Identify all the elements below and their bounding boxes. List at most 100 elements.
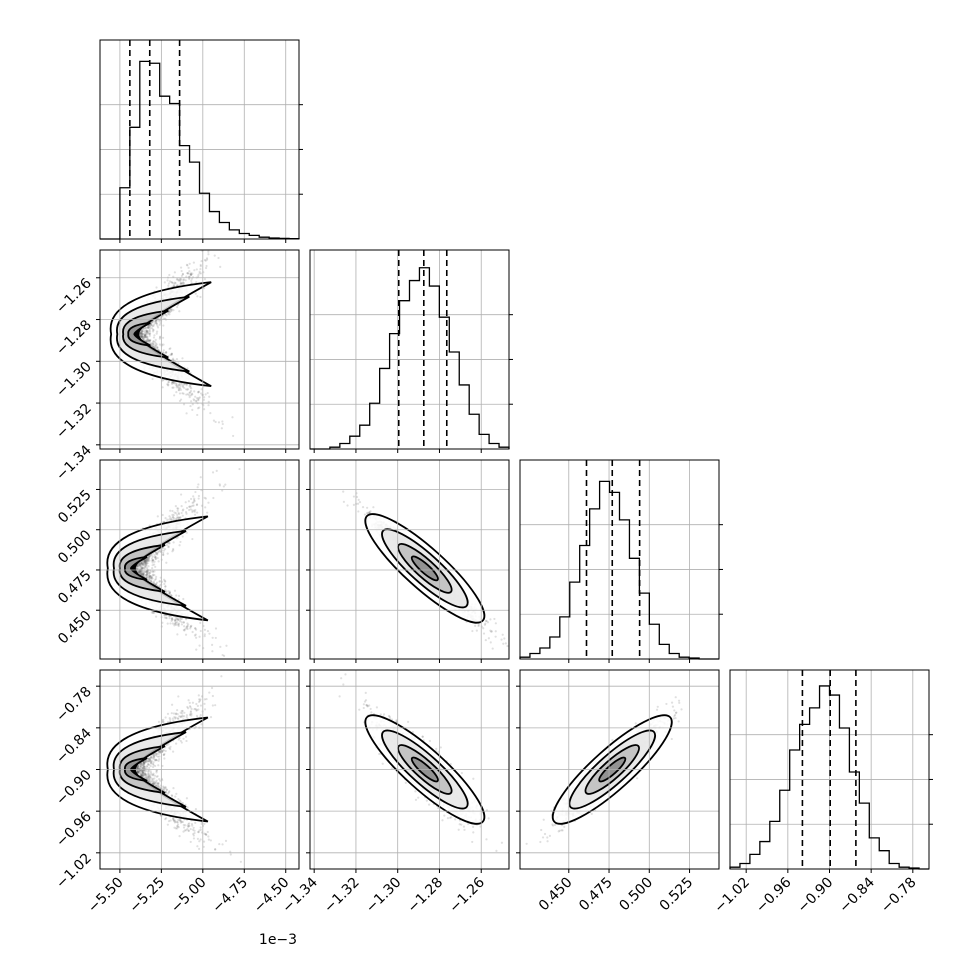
scatter-point — [175, 384, 178, 387]
scatter-point — [203, 628, 207, 631]
scatter-point — [148, 330, 152, 333]
scatter-point — [186, 387, 190, 391]
scatter-point — [183, 383, 186, 386]
scatter-point — [184, 279, 187, 282]
scatter-point — [147, 331, 150, 334]
scatter-point — [179, 282, 182, 285]
scatter-point — [182, 386, 186, 389]
scatter-point — [207, 250, 210, 253]
panel-frame — [519, 459, 720, 660]
scatter-point — [145, 574, 148, 577]
scatter-point — [211, 643, 214, 646]
scatter-point — [170, 352, 173, 355]
scatter-point — [152, 340, 155, 343]
scatter-point — [151, 342, 155, 345]
scatter-point — [204, 393, 207, 396]
scatter-point — [145, 330, 149, 333]
scatter-point — [225, 644, 228, 647]
scatter-point — [149, 327, 152, 330]
scatter-point — [195, 636, 198, 639]
scatter-point — [157, 560, 160, 563]
scatter-point — [178, 383, 181, 387]
scatter-point — [179, 384, 182, 388]
scatter-point — [142, 327, 145, 330]
scatter-point — [189, 273, 192, 276]
scatter-point — [482, 632, 486, 635]
scatter-point — [182, 403, 186, 406]
scatter-point — [199, 272, 202, 275]
scatter-point — [489, 641, 492, 644]
scatter-point — [158, 323, 161, 326]
scatter-point — [207, 404, 210, 407]
scatter-point — [191, 501, 194, 504]
x-tick-label: −0.84 — [836, 874, 878, 916]
scatter-point — [176, 305, 179, 309]
scatter-point — [206, 629, 210, 633]
scatter-point — [151, 320, 155, 324]
scatter-point — [484, 639, 487, 642]
scatter-point — [178, 387, 181, 390]
scatter-point — [162, 553, 165, 557]
scatter-point — [186, 367, 189, 370]
scatter-point — [155, 343, 158, 346]
scatter-point — [149, 339, 152, 342]
scatter-point — [179, 388, 182, 391]
scatter-point — [151, 567, 154, 570]
scatter-point — [143, 335, 146, 338]
scatter-point — [141, 336, 144, 339]
scatter-point — [206, 511, 209, 514]
scatter-point — [194, 395, 197, 398]
scatter-point — [152, 580, 156, 583]
scatter-point — [188, 270, 191, 273]
scatter-point — [179, 281, 182, 285]
scatter-point — [173, 283, 176, 286]
scatter-point — [174, 281, 177, 285]
scatter-point — [170, 617, 174, 620]
scatter-point — [168, 542, 171, 545]
scatter-point — [207, 400, 210, 403]
scatter-point — [178, 383, 181, 386]
scatter-point — [186, 622, 189, 625]
scatter-point — [150, 345, 154, 348]
scatter-point — [171, 281, 175, 285]
scatter-point — [190, 279, 193, 283]
scatter-point — [195, 399, 198, 402]
scatter-point — [198, 644, 201, 647]
scatter-point — [170, 280, 173, 284]
scatter-point — [143, 327, 146, 330]
scatter-point — [163, 281, 166, 284]
scatter-point — [150, 326, 153, 330]
scatter-point — [150, 559, 154, 562]
scatter-point — [158, 584, 162, 587]
scatter-point — [148, 332, 152, 335]
scatter-point — [188, 394, 191, 397]
scatter-point — [155, 320, 158, 323]
scatter-point — [143, 333, 147, 336]
scatter-point — [146, 338, 150, 341]
scatter-point — [197, 391, 200, 394]
scatter-point — [146, 330, 149, 333]
scatter-point — [176, 633, 179, 636]
scatter-point — [486, 621, 490, 624]
scatter-point — [205, 257, 209, 260]
scatter-point — [152, 336, 156, 339]
scatter-point — [181, 281, 185, 284]
scatter-point — [158, 337, 161, 340]
scatter-point — [152, 343, 155, 346]
scatter-point — [342, 490, 345, 493]
scatter-point — [182, 597, 185, 601]
scatter-point — [189, 273, 192, 277]
scatter-point — [217, 421, 221, 424]
scatter-point — [171, 357, 175, 360]
scatter-point — [205, 258, 209, 261]
histogram-panel-1 — [310, 250, 513, 450]
scatter-point — [150, 321, 153, 324]
x-tick-label: −1.02 — [711, 875, 753, 917]
scatter-point — [211, 636, 214, 639]
scatter-point — [194, 490, 197, 494]
scatter-point — [156, 556, 159, 560]
scatter-point — [166, 383, 169, 386]
scatter-point — [145, 335, 148, 339]
scatter-point — [198, 406, 201, 409]
scatter-point — [501, 633, 504, 636]
